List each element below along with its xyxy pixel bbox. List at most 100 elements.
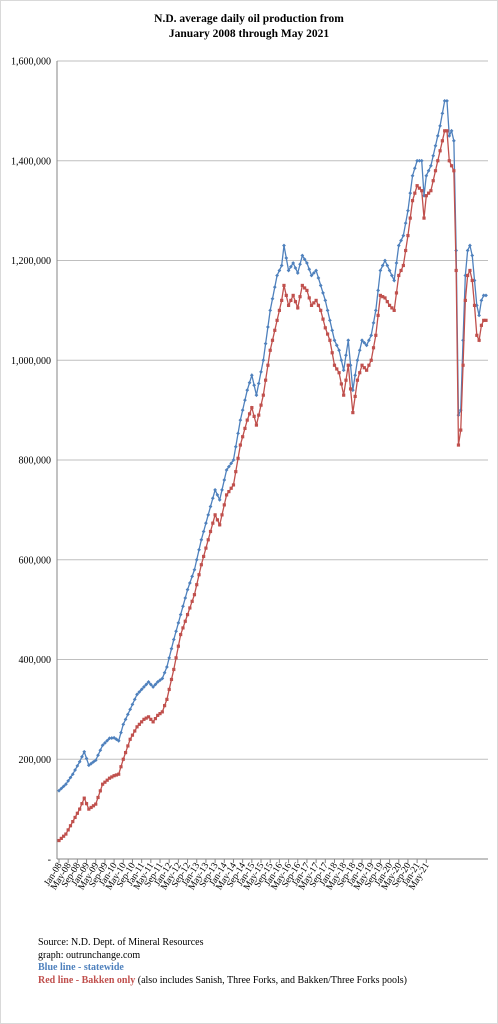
series-2-point	[245, 418, 249, 422]
series-2-point	[206, 538, 210, 542]
series-1-point	[334, 343, 339, 348]
series-2-point	[142, 717, 146, 721]
series-1-point	[105, 738, 110, 743]
series-1-point	[449, 128, 454, 133]
series-1-point	[256, 381, 261, 386]
series-1-point	[380, 263, 385, 268]
series-2-point	[385, 300, 389, 304]
series-1-point	[293, 266, 298, 270]
series-2-point	[413, 191, 417, 195]
series-1-point	[222, 478, 227, 482]
series-2-point	[130, 733, 135, 737]
series-1-point	[417, 158, 422, 163]
series-2-point	[172, 667, 176, 672]
series-1-point	[316, 276, 321, 280]
series-1-point	[300, 253, 305, 258]
series-2-point	[408, 216, 412, 220]
series-1-point	[465, 248, 470, 253]
series-1-point	[332, 338, 337, 343]
series-1-point	[176, 621, 181, 625]
chart-notes: Source: N.D. Dept. of Mineral Resources …	[38, 937, 407, 987]
series-2-point	[137, 722, 141, 726]
series-2-point	[176, 644, 180, 648]
series-1-point	[295, 271, 300, 275]
series-1-point	[412, 166, 417, 171]
series-1-point	[201, 529, 206, 534]
red-line-legend: Red line - Bakken only (also includes Sa…	[38, 975, 407, 988]
series-2-point	[387, 303, 392, 307]
series-2-point	[84, 802, 89, 806]
y-tick-label: 200,000	[19, 755, 52, 766]
series-1-point	[383, 258, 387, 263]
series-2-point	[454, 268, 458, 273]
series-1-point	[286, 268, 291, 273]
chart-title: N.D. average daily oil production from J…	[0, 12, 498, 42]
series-2-point	[158, 712, 162, 716]
series-1-point	[103, 741, 107, 745]
series-2-point	[440, 139, 444, 143]
series-2-point	[374, 333, 378, 337]
series-2-point	[289, 298, 293, 302]
series-2-point	[156, 713, 160, 717]
series-1-point	[174, 629, 178, 634]
series-2-point	[91, 804, 96, 808]
series-1-point	[323, 298, 328, 303]
series-2-point	[346, 363, 350, 367]
series-1-point	[73, 768, 77, 772]
series-1-point	[167, 655, 172, 660]
series-1-point	[481, 293, 486, 298]
series-1-point	[119, 730, 123, 735]
series-1-point	[185, 587, 190, 592]
source-note: Source: N.D. Dept. of Mineral Resources	[38, 937, 204, 948]
series-1-point	[89, 761, 94, 766]
series-1-point	[357, 348, 362, 353]
series-2-point	[229, 486, 233, 490]
series-1-point	[470, 253, 475, 258]
series-2-point	[211, 521, 215, 525]
series-2-point	[427, 191, 431, 195]
series-2-point	[179, 632, 183, 637]
series-2-point	[449, 164, 454, 168]
series-1-point	[367, 338, 371, 343]
y-tick-label: 400,000	[19, 655, 52, 666]
series-2-point	[247, 412, 252, 416]
series-2-point	[183, 619, 187, 623]
series-1-point	[121, 722, 126, 727]
series-1-point	[468, 243, 472, 248]
series-2-point	[303, 286, 307, 290]
y-tick-label: 800,000	[19, 456, 52, 467]
series-2-point	[358, 371, 362, 375]
series-1-point	[96, 753, 100, 758]
series-2-point	[390, 306, 394, 310]
series-1-point	[86, 763, 91, 768]
series-2-point	[420, 189, 424, 193]
series-2-point	[399, 268, 403, 273]
series-1-point	[279, 263, 284, 268]
series-1-point	[385, 263, 390, 268]
series-2-point	[447, 159, 451, 163]
series-2-point	[298, 295, 302, 299]
series-1-point	[204, 521, 208, 526]
series-1-point	[330, 328, 335, 333]
series-2-point	[335, 367, 339, 371]
series-2-point	[443, 129, 447, 133]
series-2-point	[117, 772, 121, 776]
series-2-point	[101, 782, 105, 786]
series-1-point	[484, 293, 488, 298]
series-1-point	[364, 343, 369, 348]
series-2-point	[275, 318, 279, 322]
series-1-point	[396, 243, 401, 248]
series-1-point	[337, 348, 341, 353]
series-2-point	[472, 303, 477, 307]
series-2-point	[314, 298, 318, 302]
series-1-point	[91, 760, 96, 764]
y-tick-label: 600,000	[19, 555, 52, 566]
series-1-point	[169, 646, 174, 651]
series-2-point	[459, 428, 463, 432]
series-1-point	[220, 488, 224, 492]
series-1-point	[197, 547, 201, 552]
series-2-point	[64, 832, 68, 836]
series-1-point	[458, 408, 463, 413]
series-1-point	[307, 267, 312, 272]
series-1-point	[77, 759, 82, 764]
